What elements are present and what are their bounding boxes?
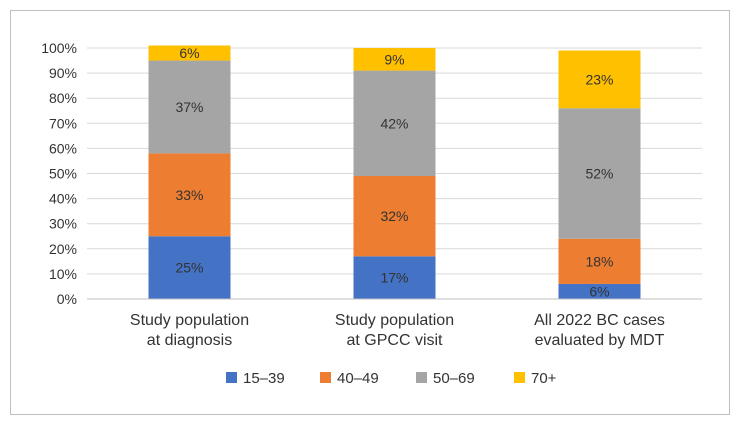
y-tick-label: 70% xyxy=(49,115,77,131)
bar-segment xyxy=(558,108,641,239)
y-tick-label: 100% xyxy=(41,40,77,56)
legend-label: 40–49 xyxy=(337,370,379,387)
x-axis: Study population at diagnosis Study popula… xyxy=(87,298,702,349)
legend-label: 70+ xyxy=(531,370,557,387)
y-tick-label: 80% xyxy=(49,90,77,106)
data-label: 42% xyxy=(380,115,408,131)
data-label: 17% xyxy=(380,270,408,286)
y-tick-label: 10% xyxy=(49,266,77,282)
bar-segment xyxy=(148,236,231,299)
y-tick-label: 90% xyxy=(49,65,77,81)
data-label: 6% xyxy=(179,45,199,61)
legend-swatch xyxy=(514,372,525,383)
data-label: 33% xyxy=(175,187,203,203)
y-tick-label: 50% xyxy=(49,166,77,182)
y-tick-label: 30% xyxy=(49,216,77,232)
bar-segment xyxy=(148,60,231,154)
bars: 25% 33% 37% 6% 17% 32% 42% 9% 6% 18% 52% 23% xyxy=(148,45,641,299)
legend: 15–39 40–49 50–69 70+ xyxy=(226,370,557,387)
y-tick-label: 0% xyxy=(57,291,77,307)
bar-segment xyxy=(148,153,231,237)
x-category-label: evaluated by MDT xyxy=(535,332,665,349)
legend-swatch xyxy=(320,372,331,383)
legend-label: 50–69 xyxy=(433,370,475,387)
bar-segment xyxy=(353,70,436,177)
x-category-label: All 2022 BC cases xyxy=(534,312,665,329)
bar-segment xyxy=(148,45,231,61)
x-category-label: Study population xyxy=(130,312,249,329)
data-label: 6% xyxy=(589,283,609,299)
x-category-label: at diagnosis xyxy=(147,332,232,349)
bar-segment xyxy=(558,283,641,299)
data-label: 23% xyxy=(585,71,613,87)
bar-segment xyxy=(353,176,436,257)
legend-label: 15–39 xyxy=(243,370,285,387)
data-label: 9% xyxy=(384,51,404,67)
x-category-label: at GPCC visit xyxy=(346,332,443,349)
x-category-label: Study population xyxy=(335,312,454,329)
data-label: 25% xyxy=(175,260,203,276)
y-tick-label: 40% xyxy=(49,191,77,207)
bar-segment xyxy=(558,50,641,109)
y-axis: 0% 10% 20% 30% 40% 50% 60% 70% 80% 90% 100% xyxy=(41,40,77,307)
data-label: 52% xyxy=(585,166,613,182)
bar-segment xyxy=(353,256,436,299)
data-label: 37% xyxy=(175,99,203,115)
bar-segment xyxy=(353,48,436,71)
legend-swatch xyxy=(226,372,237,383)
y-tick-label: 60% xyxy=(49,140,77,156)
bar-segment xyxy=(558,238,641,284)
data-label: 18% xyxy=(585,253,613,269)
legend-swatch xyxy=(416,372,427,383)
y-tick-label: 20% xyxy=(49,241,77,257)
data-label: 32% xyxy=(380,208,408,224)
